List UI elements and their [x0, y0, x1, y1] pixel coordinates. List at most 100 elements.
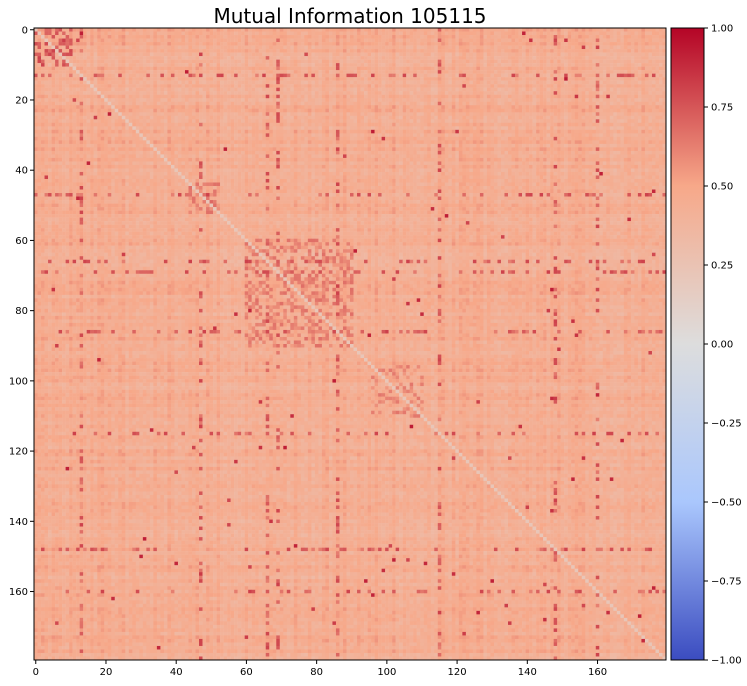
heatmap-cell	[286, 45, 291, 50]
heatmap-cell	[76, 38, 80, 43]
heatmap-cell	[100, 70, 105, 74]
heatmap-cell	[599, 31, 604, 36]
heatmap-cell	[83, 115, 87, 120]
heatmap-cell	[223, 52, 228, 57]
heatmap-cell	[564, 42, 568, 46]
heatmap-cell	[146, 105, 151, 110]
heatmap-cell	[213, 98, 217, 102]
chart-title: Mutual Information 105115	[34, 4, 666, 28]
heatmap-cell	[202, 119, 207, 124]
heatmap-cell	[623, 66, 628, 71]
heatmap-cell	[353, 38, 358, 43]
heatmap-cell	[479, 45, 484, 50]
heatmap-cell	[160, 84, 165, 88]
heatmap-cell	[339, 91, 344, 95]
heatmap-cell	[592, 59, 597, 64]
heatmap-cell	[156, 105, 161, 110]
heatmap-cell	[385, 84, 389, 88]
heatmap-cell	[325, 112, 330, 117]
heatmap-cell	[132, 42, 137, 46]
heatmap-cell	[156, 38, 161, 43]
heatmap-cell	[371, 66, 375, 71]
heatmap-cell	[286, 98, 291, 102]
heatmap-cell	[395, 45, 400, 50]
heatmap-cell	[402, 84, 407, 88]
heatmap-cell	[206, 59, 210, 64]
heatmap-cell	[213, 31, 217, 36]
heatmap-cell	[237, 101, 242, 106]
heatmap-cell	[595, 52, 600, 57]
heatmap-cell	[455, 119, 460, 124]
heatmap-cell	[156, 98, 161, 102]
heatmap-cell	[125, 94, 130, 99]
heatmap-cell	[125, 98, 130, 102]
heatmap-cell	[293, 101, 298, 106]
heatmap-cell	[248, 115, 252, 120]
heatmap-cell	[86, 80, 91, 85]
heatmap-cell	[279, 35, 284, 39]
heatmap-cell	[332, 108, 337, 113]
heatmap-cell	[125, 63, 130, 67]
heatmap-cell	[444, 59, 449, 64]
heatmap-cell	[314, 49, 319, 53]
heatmap-cell	[139, 38, 144, 43]
heatmap-cell	[613, 115, 618, 120]
heatmap-cell	[504, 105, 509, 110]
heatmap-cell	[234, 49, 238, 53]
heatmap-cell	[578, 56, 582, 60]
heatmap-cell	[48, 35, 52, 39]
heatmap-cell	[500, 105, 505, 110]
heatmap-cell	[251, 94, 256, 99]
heatmap-cell	[121, 70, 126, 74]
heatmap-cell	[62, 84, 66, 88]
heatmap-cell	[163, 38, 168, 43]
heatmap-cell	[342, 87, 347, 92]
heatmap-cell	[504, 80, 509, 85]
heatmap-cell	[564, 77, 568, 81]
heatmap-cell	[536, 87, 540, 92]
heatmap-cell	[48, 45, 52, 50]
heatmap-cell	[121, 80, 126, 85]
heatmap-cell	[522, 87, 526, 92]
heatmap-cell	[72, 91, 77, 95]
heatmap-cell	[213, 73, 217, 78]
heatmap-cell	[490, 115, 495, 120]
heatmap-cell	[508, 94, 512, 99]
heatmap-cell	[504, 31, 509, 36]
heatmap-cell	[227, 80, 231, 85]
heatmap-cell	[504, 45, 509, 50]
heatmap-cell	[479, 66, 484, 71]
heatmap-cell	[409, 101, 414, 106]
heatmap-cell	[258, 66, 263, 71]
heatmap-cell	[634, 98, 639, 102]
heatmap-cell	[202, 59, 207, 64]
heatmap-cell	[511, 77, 516, 81]
heatmap-cell	[104, 59, 108, 64]
heatmap-cell	[374, 42, 379, 46]
heatmap-cell	[286, 63, 291, 67]
heatmap-cell	[346, 122, 351, 127]
heatmap-cell	[504, 28, 509, 32]
heatmap-cell	[451, 122, 456, 127]
heatmap-cell	[455, 91, 460, 95]
heatmap-cell	[504, 84, 509, 88]
heatmap-cell	[374, 91, 379, 95]
heatmap-cell	[413, 52, 417, 57]
heatmap-cell	[314, 66, 319, 71]
heatmap-cell	[637, 77, 642, 81]
heatmap-cell	[188, 38, 193, 43]
heatmap-cell	[469, 73, 474, 78]
heatmap-cell	[286, 94, 291, 99]
heatmap-cell	[318, 63, 323, 67]
heatmap-cell	[156, 45, 161, 50]
heatmap-cell	[571, 84, 575, 88]
heatmap-cell	[553, 31, 558, 36]
heatmap-cell	[578, 98, 582, 102]
heatmap-cell	[251, 38, 256, 43]
heatmap-cell	[283, 112, 288, 117]
heatmap-cell	[142, 45, 147, 50]
heatmap-cell	[234, 42, 238, 46]
heatmap-cell	[272, 91, 277, 95]
heatmap-cell	[328, 101, 333, 106]
heatmap-cell	[206, 119, 210, 124]
